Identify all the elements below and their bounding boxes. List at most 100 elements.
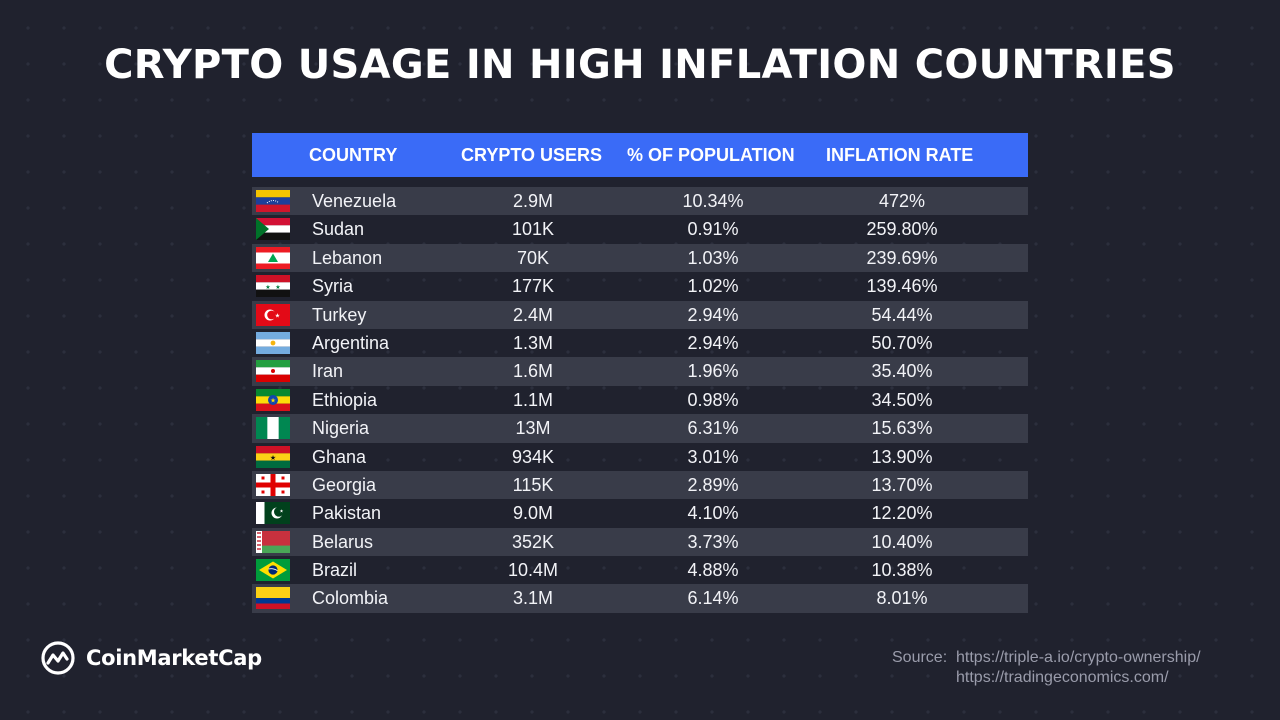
inflation-rate-cell: 15.63% bbox=[871, 418, 933, 439]
source-link[interactable]: https://tradingeconomics.com/ bbox=[956, 669, 1169, 686]
crypto-users-cell: 934K bbox=[511, 446, 555, 467]
header-crypto-users: CRYPTO USERS bbox=[461, 145, 603, 165]
georgia-flag-icon bbox=[256, 473, 290, 496]
inflation-rate-cell: 13.90% bbox=[871, 446, 933, 467]
crypto-users-cell: 2.4M bbox=[512, 304, 554, 325]
header-pct-population: % OF POPULATION bbox=[627, 145, 795, 165]
ghana-flag-icon: ★ bbox=[256, 445, 290, 468]
header-country: COUNTRY bbox=[309, 145, 398, 165]
table-row: ★ Pakistan 9.0M 4.10% 12.20% bbox=[252, 499, 1028, 527]
belarus-flag-icon bbox=[256, 530, 290, 553]
inflation-rate-cell: 10.38% bbox=[871, 560, 933, 581]
country-cell: Ethiopia bbox=[312, 389, 378, 410]
inflation-rate-cell: 35.40% bbox=[871, 361, 933, 382]
syria-flag-icon: ★ ★ bbox=[256, 275, 290, 298]
header-inflation-rate: INFLATION RATE bbox=[826, 145, 974, 165]
country-cell: Lebanon bbox=[312, 247, 383, 268]
crypto-users-cell: 101K bbox=[511, 219, 555, 240]
pct-population-cell: 10.34% bbox=[682, 191, 744, 211]
pct-population-cell: 0.91% bbox=[687, 219, 739, 240]
pct-population-cell: 3.73% bbox=[687, 531, 739, 552]
source-label: Source: bbox=[892, 649, 948, 666]
inflation-rate-cell: 8.01% bbox=[876, 588, 928, 609]
inflation-rate-cell: 259.80% bbox=[866, 219, 938, 240]
table-row: ★ Ghana 934K 3.01% 13.90% bbox=[252, 443, 1028, 471]
inflation-rate-cell: 34.50% bbox=[871, 389, 933, 410]
page-title: CRYPTO USAGE IN HIGH INFLATION COUNTRIES bbox=[104, 42, 1176, 88]
argentina-flag-icon bbox=[256, 331, 290, 354]
pct-population-cell: 6.14% bbox=[687, 588, 739, 609]
turkey-flag-icon: ★ bbox=[256, 303, 290, 326]
coinmarketcap-logo-icon bbox=[41, 641, 75, 675]
inflation-rate-cell: 54.44% bbox=[871, 304, 933, 325]
pct-population-cell: 1.02% bbox=[687, 276, 739, 297]
inflation-rate-cell: 12.20% bbox=[871, 503, 933, 524]
pct-population-cell: 6.31% bbox=[687, 418, 739, 439]
svg-text:★: ★ bbox=[275, 284, 280, 291]
table-row: ★ Turkey 2.4M 2.94% 54.44% bbox=[252, 300, 1028, 329]
table-row: ★ ★ Syria 177K 1.02% 139.46% bbox=[252, 272, 1028, 300]
venezuela-flag-icon bbox=[256, 190, 290, 212]
country-cell: Iran bbox=[312, 361, 344, 382]
country-cell: Argentina bbox=[312, 332, 390, 353]
country-cell: Belarus bbox=[312, 531, 374, 552]
pct-population-cell: 2.94% bbox=[687, 332, 739, 353]
country-cell: Brazil bbox=[312, 560, 358, 581]
country-cell: Venezuela bbox=[312, 191, 397, 211]
iran-flag-icon bbox=[256, 360, 290, 383]
pct-population-cell: 1.03% bbox=[687, 247, 739, 268]
table-row: Nigeria 13M 6.31% 15.63% bbox=[252, 414, 1028, 443]
table-row: Lebanon 70K 1.03% 239.69% bbox=[252, 243, 1028, 273]
country-cell: Ghana bbox=[312, 446, 367, 467]
crypto-users-cell: 2.9M bbox=[512, 191, 554, 211]
pct-population-cell: 0.98% bbox=[687, 389, 739, 410]
pct-population-cell: 2.89% bbox=[687, 474, 739, 495]
country-cell: Georgia bbox=[312, 474, 377, 495]
crypto-users-cell: 9.0M bbox=[512, 503, 554, 524]
data-table: COUNTRY CRYPTO USERS % OF POPULATION INF… bbox=[252, 133, 1028, 613]
crypto-users-cell: 13M bbox=[515, 418, 551, 439]
svg-text:★: ★ bbox=[265, 284, 270, 291]
table-row: ★ Ethiopia 1.1M 0.98% 34.50% bbox=[252, 386, 1028, 414]
brazil-flag-icon bbox=[256, 559, 290, 582]
svg-text:★: ★ bbox=[270, 453, 276, 461]
sudan-flag-icon bbox=[256, 218, 290, 241]
inflation-rate-cell: 239.69% bbox=[866, 247, 938, 268]
ethiopia-flag-icon: ★ bbox=[256, 388, 290, 411]
country-cell: Pakistan bbox=[312, 503, 382, 524]
table-row: Georgia 115K 2.89% 13.70% bbox=[252, 470, 1028, 500]
table-row: Colombia 3.1M 6.14% 8.01% bbox=[252, 584, 1028, 613]
pakistan-flag-icon: ★ bbox=[256, 502, 290, 525]
source-link[interactable]: https://triple-a.io/crypto-ownership/ bbox=[956, 649, 1201, 666]
crypto-users-cell: 1.3M bbox=[512, 332, 554, 353]
table-row: Belarus 352K 3.73% 10.40% bbox=[252, 527, 1028, 557]
table-row: Iran 1.6M 1.96% 35.40% bbox=[252, 357, 1028, 386]
country-cell: Syria bbox=[312, 276, 354, 297]
crypto-users-cell: 1.6M bbox=[512, 361, 554, 382]
inflation-rate-cell: 13.70% bbox=[871, 474, 933, 495]
svg-text:★: ★ bbox=[279, 509, 284, 514]
table-row: Venezuela 2.9M 10.34% 472% bbox=[252, 187, 1028, 216]
country-cell: Colombia bbox=[312, 588, 389, 609]
crypto-users-cell: 3.1M bbox=[512, 588, 554, 609]
country-cell: Nigeria bbox=[312, 418, 370, 439]
pct-population-cell: 3.01% bbox=[687, 446, 739, 467]
pct-population-cell: 1.96% bbox=[687, 361, 739, 382]
pct-population-cell: 4.10% bbox=[687, 503, 739, 524]
colombia-flag-icon bbox=[256, 587, 290, 610]
table-row: Brazil 10.4M 4.88% 10.38% bbox=[252, 556, 1028, 584]
brand-name: CoinMarketCap bbox=[86, 646, 262, 670]
crypto-users-cell: 10.4M bbox=[507, 560, 559, 581]
brand-logo: CoinMarketCap bbox=[40, 640, 262, 676]
table-row: Argentina 1.3M 2.94% 50.70% bbox=[252, 329, 1028, 357]
table-row: Sudan 101K 0.91% 259.80% bbox=[252, 215, 1028, 243]
table-header: COUNTRY CRYPTO USERS % OF POPULATION INF… bbox=[252, 133, 1028, 177]
crypto-users-cell: 352K bbox=[511, 531, 555, 552]
pct-population-cell: 2.94% bbox=[687, 304, 739, 325]
crypto-users-cell: 115K bbox=[512, 474, 554, 495]
inflation-rate-cell: 50.70% bbox=[871, 332, 933, 353]
country-cell: Sudan bbox=[312, 219, 365, 240]
inflation-rate-cell: 10.40% bbox=[871, 531, 933, 552]
inflation-rate-cell: 472% bbox=[878, 191, 926, 211]
svg-text:★: ★ bbox=[270, 396, 276, 404]
